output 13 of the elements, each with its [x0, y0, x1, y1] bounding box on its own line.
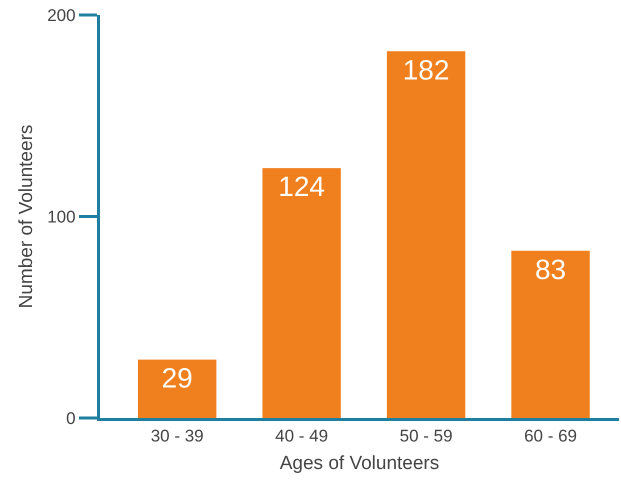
- x-tick-label: 40 - 49: [275, 426, 328, 446]
- x-tick-label: 50 - 59: [400, 426, 453, 446]
- y-axis-title: Number of Volunteers: [16, 124, 38, 308]
- data-label: 182: [402, 54, 450, 86]
- data-label: 29: [162, 362, 193, 394]
- x-axis-title: Ages of Volunteers: [280, 453, 440, 474]
- y-tick-label: 100: [47, 207, 76, 226]
- y-tick-label: 200: [47, 6, 76, 25]
- y-tick-label: 0: [66, 408, 76, 428]
- x-tick-label: 30 - 39: [150, 426, 204, 446]
- x-tick-label: 60 - 69: [524, 426, 578, 446]
- data-label: 124: [278, 171, 325, 202]
- data-label: 83: [534, 254, 566, 285]
